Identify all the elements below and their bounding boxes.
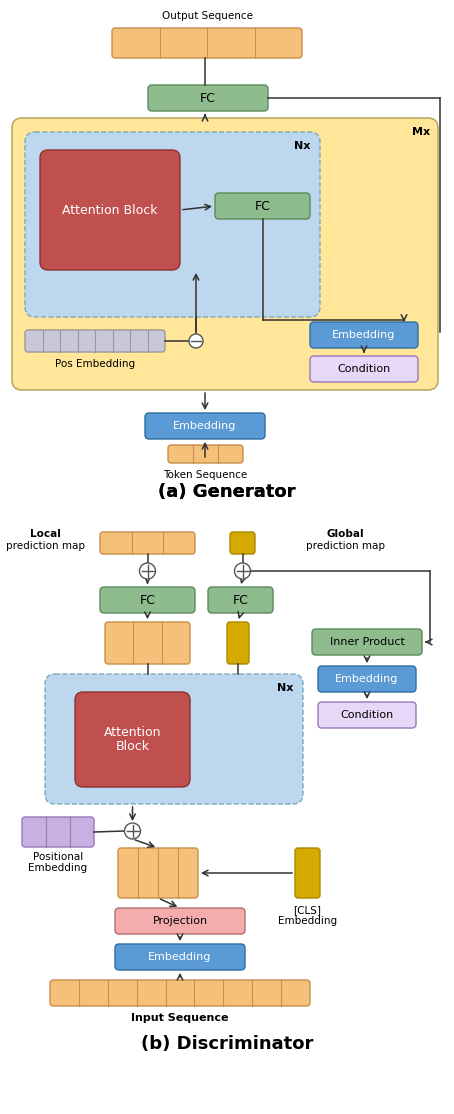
Text: Nx: Nx (294, 141, 310, 152)
Text: (a) Generator: (a) Generator (158, 483, 296, 501)
Text: Global: Global (326, 529, 364, 539)
Text: Nx: Nx (276, 683, 293, 693)
Circle shape (235, 563, 251, 579)
Text: Pos Embedding: Pos Embedding (55, 359, 135, 369)
FancyBboxPatch shape (215, 193, 310, 219)
Text: Token Sequence: Token Sequence (163, 470, 247, 480)
Text: FC: FC (232, 594, 248, 606)
FancyBboxPatch shape (112, 28, 302, 58)
Circle shape (189, 334, 203, 348)
FancyBboxPatch shape (12, 118, 438, 390)
FancyBboxPatch shape (310, 356, 418, 382)
Text: Projection: Projection (153, 916, 207, 926)
Text: Condition: Condition (337, 364, 390, 374)
Text: Embedding: Embedding (148, 952, 212, 962)
Text: FC: FC (200, 91, 216, 105)
FancyBboxPatch shape (115, 908, 245, 934)
Text: Embedding: Embedding (278, 916, 337, 926)
Text: prediction map: prediction map (306, 541, 385, 551)
FancyBboxPatch shape (312, 629, 422, 655)
Text: Attention
Block: Attention Block (104, 725, 161, 753)
FancyBboxPatch shape (227, 622, 249, 664)
Text: (b) Discriminator: (b) Discriminator (141, 1035, 313, 1053)
Text: Output Sequence: Output Sequence (162, 11, 252, 21)
Text: Input Sequence: Input Sequence (131, 1013, 229, 1023)
FancyBboxPatch shape (100, 587, 195, 613)
FancyBboxPatch shape (148, 85, 268, 111)
Text: Local: Local (30, 529, 60, 539)
Text: Embedding: Embedding (173, 421, 237, 431)
FancyBboxPatch shape (318, 666, 416, 692)
Circle shape (124, 823, 140, 839)
FancyBboxPatch shape (230, 532, 255, 554)
Text: prediction map: prediction map (5, 541, 84, 551)
Text: FC: FC (139, 594, 155, 606)
FancyBboxPatch shape (168, 444, 243, 463)
FancyBboxPatch shape (25, 330, 165, 352)
FancyBboxPatch shape (105, 622, 190, 664)
FancyBboxPatch shape (75, 692, 190, 786)
FancyBboxPatch shape (25, 131, 320, 317)
FancyBboxPatch shape (310, 322, 418, 348)
FancyBboxPatch shape (145, 413, 265, 439)
Text: [CLS]: [CLS] (293, 905, 321, 915)
Text: Embedding: Embedding (29, 863, 88, 873)
FancyBboxPatch shape (40, 150, 180, 270)
Text: Inner Product: Inner Product (330, 637, 405, 647)
Circle shape (139, 563, 156, 579)
FancyBboxPatch shape (115, 944, 245, 970)
FancyBboxPatch shape (318, 702, 416, 729)
Text: Positional: Positional (33, 852, 83, 862)
Text: Embedding: Embedding (336, 674, 399, 684)
Text: FC: FC (255, 199, 271, 213)
Text: Embedding: Embedding (332, 330, 396, 340)
FancyBboxPatch shape (118, 848, 198, 898)
Text: (a) Generator: (a) Generator (158, 483, 296, 501)
FancyBboxPatch shape (50, 980, 310, 1006)
FancyBboxPatch shape (100, 532, 195, 554)
Text: Attention Block: Attention Block (62, 204, 158, 216)
FancyBboxPatch shape (22, 817, 94, 847)
FancyBboxPatch shape (45, 674, 303, 804)
Text: Mx: Mx (412, 127, 430, 137)
FancyBboxPatch shape (295, 848, 320, 898)
FancyBboxPatch shape (208, 587, 273, 613)
Text: Condition: Condition (340, 710, 394, 720)
